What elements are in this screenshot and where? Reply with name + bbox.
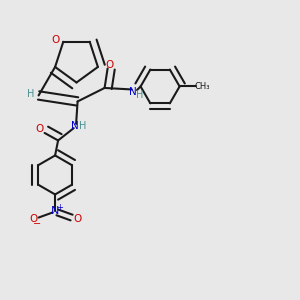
Text: CH₃: CH₃ [195, 82, 211, 91]
Text: +: + [56, 203, 63, 212]
Text: −: − [33, 219, 41, 229]
Text: H: H [26, 89, 34, 99]
Text: N: N [51, 206, 59, 216]
Text: O: O [73, 214, 81, 224]
Text: O: O [36, 124, 44, 134]
Text: O: O [52, 35, 60, 45]
Text: O: O [105, 60, 113, 70]
Text: N: N [129, 87, 137, 97]
Text: O: O [29, 214, 37, 224]
Text: H: H [79, 122, 86, 131]
Text: N: N [71, 122, 79, 131]
Text: H: H [136, 90, 144, 100]
